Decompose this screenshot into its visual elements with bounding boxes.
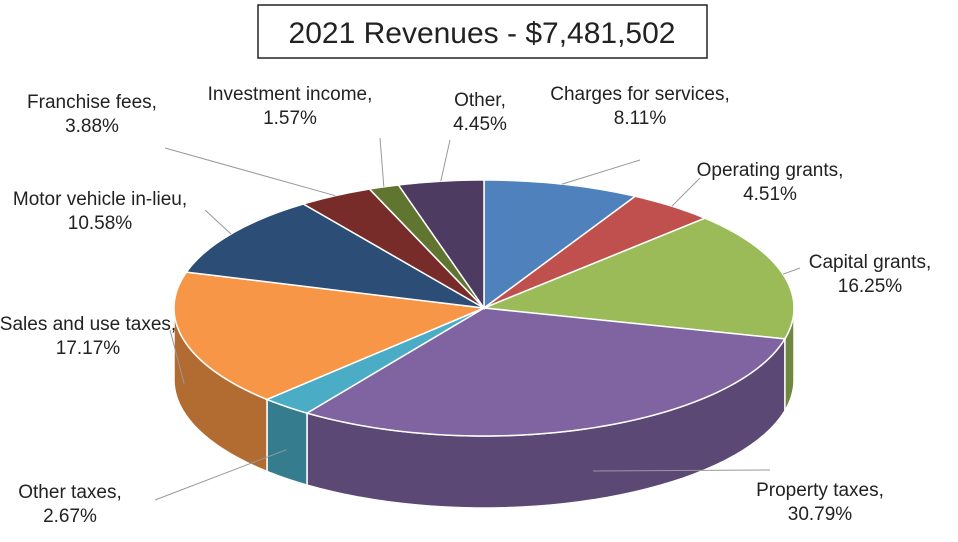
leader-line — [440, 139, 451, 182]
value-label: 8.11% — [614, 108, 667, 129]
label-separator: , — [171, 314, 176, 335]
label-separator: , — [182, 189, 187, 210]
title-box — [257, 4, 708, 59]
data-label: Motor vehicle in-lieu, 10.58% — [13, 189, 187, 234]
leader-line — [154, 449, 287, 501]
slice — [305, 307, 787, 437]
category-name: Motor vehicle in-lieu — [13, 189, 182, 210]
label-separator: , — [116, 482, 121, 503]
value-label: 4.45% — [453, 114, 507, 135]
data-label: Investment income, 1.57% — [208, 84, 373, 129]
data-label: Property taxes, 30.79% — [756, 480, 884, 525]
slice — [185, 203, 485, 309]
leader-line — [164, 147, 336, 197]
value-label: 1.57% — [263, 108, 317, 129]
data-label: Other, 4.45% — [453, 90, 507, 135]
data-label: Charges for services, 8.11% — [550, 84, 730, 129]
slice — [264, 307, 485, 414]
category-name: Sales and use taxes — [0, 314, 171, 335]
value-label: 16.25% — [838, 276, 903, 297]
slice — [173, 271, 487, 401]
category-name: Charges for services — [550, 84, 724, 105]
label-separator: , — [152, 92, 157, 113]
category-name: Operating grants — [697, 160, 839, 181]
category-name: Franchise fees — [27, 92, 152, 113]
leader-line — [379, 137, 385, 187]
data-label: Other taxes, 2.67% — [18, 482, 122, 527]
category-name: Investment income — [208, 84, 367, 105]
value-label: 10.58% — [68, 213, 133, 234]
slice — [483, 179, 638, 310]
leader-line — [671, 177, 701, 207]
label-separator: , — [838, 160, 843, 181]
leader-line — [593, 469, 771, 472]
leader-line — [204, 209, 232, 235]
label-separator: , — [367, 84, 372, 105]
label-separator: , — [879, 480, 884, 501]
category-name: Other — [454, 90, 502, 111]
value-label: 4.51% — [743, 184, 797, 205]
leader-line — [782, 267, 801, 275]
label-separator: , — [926, 252, 931, 273]
tops — [173, 179, 795, 437]
chart-title: 2021 Revenues - $7,481,502 — [289, 17, 676, 50]
category-name: Property taxes — [756, 480, 879, 501]
data-label: Capital grants, 16.25% — [809, 252, 932, 297]
label-separator: , — [724, 84, 729, 105]
value-label: 3.88% — [65, 116, 119, 137]
value-label: 17.17% — [56, 338, 121, 359]
label-separator: , — [501, 90, 506, 111]
value-label: 30.79% — [788, 504, 853, 525]
leader-line — [561, 159, 641, 185]
slice — [483, 217, 795, 340]
category-name: Capital grants — [809, 252, 926, 273]
data-label: Operating grants, 4.51% — [697, 160, 844, 205]
value-label: 2.67% — [43, 506, 97, 527]
sides — [173, 307, 795, 509]
leader-line — [169, 329, 185, 384]
data-label: Franchise fees, 3.88% — [27, 92, 157, 137]
slice-side — [266, 398, 308, 487]
data-label: Sales and use taxes, 17.17% — [0, 314, 176, 359]
category-name: Other taxes — [18, 482, 116, 503]
